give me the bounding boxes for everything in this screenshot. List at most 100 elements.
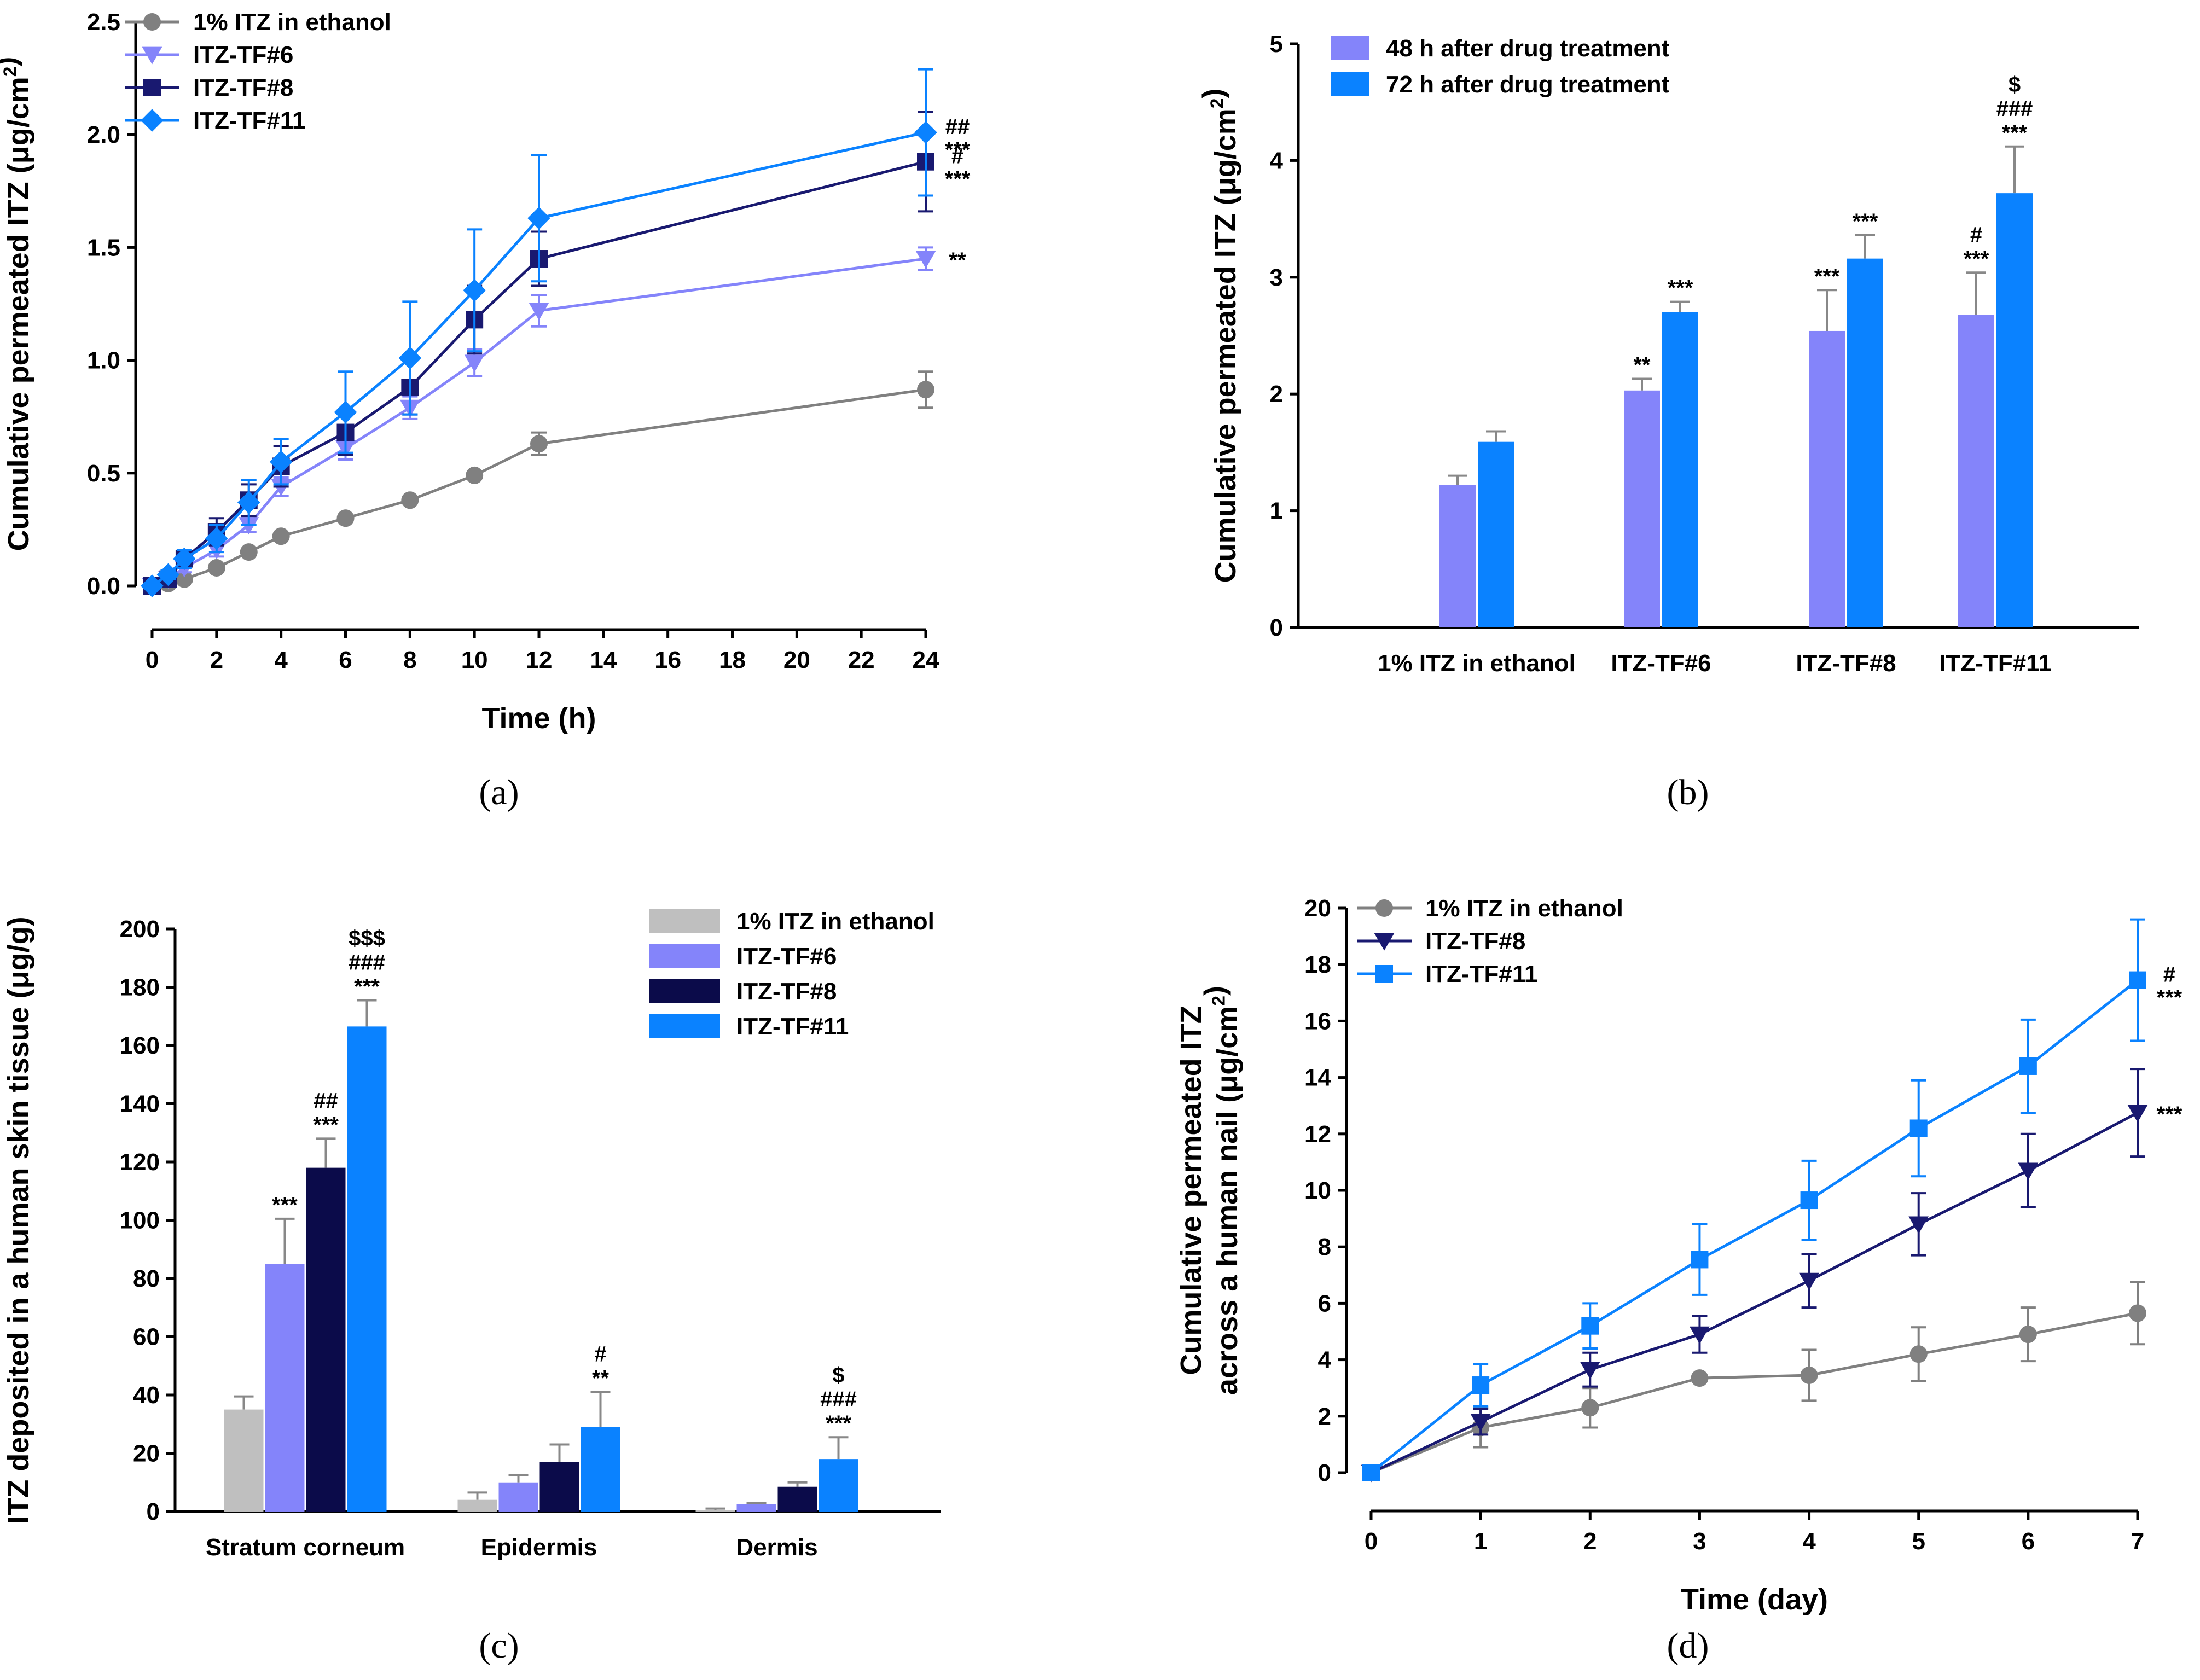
data-point — [529, 303, 549, 321]
significance-label: ## — [945, 115, 970, 139]
bar — [1624, 390, 1660, 627]
legend-swatch — [1331, 72, 1369, 96]
data-point — [1799, 1272, 1819, 1290]
data-point — [1909, 1119, 1928, 1137]
x-tick-label: 4 — [1802, 1528, 1816, 1555]
x-tick-label: 0 — [146, 647, 159, 673]
significance-label: ### — [820, 1387, 857, 1411]
y-axis-label-sup: 2 — [1207, 98, 1227, 109]
bar — [1847, 258, 1883, 627]
data-point — [173, 547, 196, 571]
series-line — [152, 388, 926, 588]
legend-swatch — [649, 909, 720, 933]
data-point — [2129, 1304, 2146, 1322]
legend: 1% ITZ in ethanol ITZ-TF#8 ITZ-TF#11 — [1357, 895, 1623, 987]
data-point — [398, 346, 422, 370]
y-tick-label: 8 — [1318, 1234, 1331, 1260]
data-point — [2019, 1326, 2037, 1344]
y-tick-label: 0 — [147, 1498, 160, 1525]
category-label: ITZ-TF#6 — [1611, 650, 1711, 677]
x-tick-label: 16 — [654, 647, 681, 673]
y-tick-label: 18 — [1304, 951, 1331, 978]
y-tick-label: 40 — [133, 1382, 160, 1409]
y-tick-label: 0.5 — [87, 460, 120, 487]
y-tick-label: 140 — [120, 1091, 160, 1118]
significance-label: *** — [354, 974, 380, 998]
y-tick-label: 2 — [1318, 1403, 1331, 1430]
x-tick-label: 24 — [913, 647, 939, 673]
y-tick-label: 2.0 — [87, 121, 120, 148]
significance-label: ### — [349, 950, 385, 974]
series-line — [1370, 979, 2139, 1474]
chart-c: 0 20 40 60 80 100 120 140 160 180 200 ITZ deposited… — [2, 908, 941, 1666]
bar — [224, 1409, 264, 1512]
bar — [581, 1427, 620, 1512]
data-point — [1691, 1251, 1709, 1269]
legend-marker — [1374, 933, 1395, 951]
bar — [819, 1459, 858, 1512]
legend-swatch — [649, 944, 720, 968]
data-point — [336, 509, 355, 527]
x-tick-label: 7 — [2131, 1528, 2144, 1555]
bar — [695, 1510, 735, 1512]
y-tick-label: 160 — [120, 1032, 160, 1059]
category-label: 1% ITZ in ethanol — [1378, 650, 1576, 677]
y-tick-label: 0 — [1270, 614, 1283, 641]
y-tick-label: 16 — [1304, 1008, 1331, 1034]
y-axis-label-part: ) — [1198, 986, 1231, 996]
y-tick-label: 0 — [1318, 1460, 1331, 1486]
data-point — [1362, 1464, 1380, 1481]
x-tick-label: 2 — [210, 647, 223, 673]
significance-label: # — [2163, 963, 2175, 987]
x-tick-label: 0 — [1365, 1528, 1378, 1555]
data-point — [530, 435, 548, 453]
y-tick-label: 14 — [1304, 1065, 1331, 1091]
significance-label: # — [594, 1342, 606, 1367]
panel-label: (a) — [479, 772, 519, 812]
series-1 — [142, 246, 936, 596]
series-line — [1371, 1312, 2138, 1474]
significance-label: *** — [1964, 247, 1989, 271]
data-point — [1800, 1366, 1818, 1384]
data-point — [401, 491, 419, 509]
data-point — [1908, 1216, 1929, 1234]
y-tick-label: 80 — [133, 1265, 160, 1292]
data-point — [464, 354, 485, 373]
series-line — [1370, 1111, 2139, 1474]
significance-label: # — [1970, 223, 1982, 247]
x-tick-label: 22 — [848, 647, 875, 673]
y-tick-label: 12 — [1304, 1121, 1331, 1148]
y-tick-label: 200 — [120, 916, 160, 943]
data-point — [1581, 1399, 1599, 1417]
significance-label: # — [951, 144, 963, 168]
legend-label: ITZ-TF#6 — [736, 943, 837, 970]
data-point — [463, 278, 486, 302]
data-point — [272, 527, 290, 545]
data-point — [269, 450, 293, 473]
bar — [1662, 312, 1698, 627]
y-tick-label: 10 — [1304, 1177, 1331, 1204]
y-axis-label-part: ) — [1197, 89, 1229, 98]
significance-label: ## — [314, 1089, 338, 1113]
data-point — [2129, 971, 2146, 989]
data-point — [466, 466, 484, 484]
y-tick-label: 120 — [120, 1149, 160, 1176]
y-tick-label: 100 — [120, 1207, 160, 1234]
bar — [1958, 315, 1994, 627]
x-tick-label: 18 — [719, 647, 746, 673]
x-tick-label: 2 — [1583, 1528, 1597, 1555]
significance-label: *** — [1853, 210, 1878, 234]
legend-label: ITZ-TF#6 — [193, 42, 293, 68]
bar — [347, 1026, 387, 1512]
bar — [777, 1486, 817, 1512]
significance-label: *** — [272, 1193, 298, 1217]
panel-label: (b) — [1667, 772, 1709, 812]
data-point — [334, 400, 357, 424]
data-point — [917, 381, 934, 399]
data-point — [1470, 1414, 1491, 1432]
category-label: ITZ-TF#11 — [1939, 650, 2051, 677]
data-point — [2127, 1105, 2148, 1123]
y-axis-label: Cumulative permeated ITZ (μg/cm2) — [1197, 89, 1242, 583]
